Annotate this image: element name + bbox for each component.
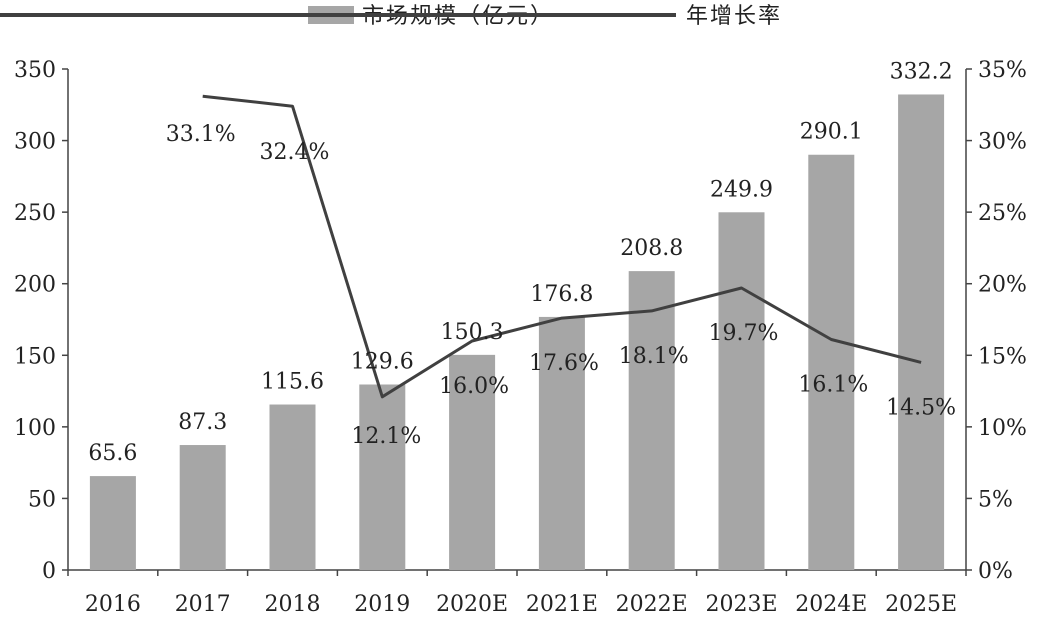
growth-rate-label: 32.4% bbox=[260, 140, 330, 165]
bar bbox=[449, 354, 496, 570]
bar-value-label: 176.8 bbox=[530, 282, 593, 307]
bar-series bbox=[89, 94, 945, 571]
right-tick-label: 25% bbox=[978, 201, 1027, 226]
right-tick-label: 20% bbox=[978, 273, 1027, 298]
bar-value-label: 208.8 bbox=[620, 236, 683, 261]
bar bbox=[89, 476, 136, 570]
x-tick-label: 2023E bbox=[705, 592, 777, 617]
bar-value-label: 129.6 bbox=[351, 349, 414, 374]
x-tick-label: 2018 bbox=[265, 592, 321, 617]
axes: 0 50 100 150 200 250 300 350 0% 5% 10% 15% 20% 25% 30%… bbox=[14, 58, 1027, 617]
growth-rate-label: 16.1% bbox=[798, 373, 868, 398]
right-tick-label: 5% bbox=[978, 487, 1013, 512]
x-tick-label: 2019 bbox=[354, 592, 410, 617]
growth-rate-label: 12.1% bbox=[351, 424, 421, 449]
x-tick-label: 2017 bbox=[175, 592, 231, 617]
left-tick-label: 50 bbox=[28, 487, 56, 512]
data-labels: 65.6 87.3 115.6 129.6 150.3 176.8 208.8 249.9 29… bbox=[88, 59, 956, 466]
bar-value-label: 87.3 bbox=[178, 410, 227, 435]
right-tick-label: 10% bbox=[978, 416, 1027, 441]
right-tick-label: 35% bbox=[978, 58, 1027, 83]
x-tick-label: 2022E bbox=[616, 592, 688, 617]
growth-rate-label: 33.1% bbox=[166, 122, 236, 147]
bar-value-label: 249.9 bbox=[710, 177, 773, 202]
line-series bbox=[202, 94, 922, 399]
growth-rate-label: 18.1% bbox=[619, 344, 689, 369]
growth-rate-label: 19.7% bbox=[709, 321, 779, 346]
right-tick-label: 0% bbox=[978, 559, 1013, 584]
left-tick-label: 150 bbox=[14, 344, 56, 369]
bar bbox=[898, 94, 945, 570]
left-tick-label: 350 bbox=[14, 58, 56, 83]
left-tick-label: 250 bbox=[14, 201, 56, 226]
right-tick-label: 15% bbox=[978, 344, 1027, 369]
growth-rate-label: 16.0% bbox=[439, 374, 509, 399]
bar-value-label: 65.6 bbox=[88, 441, 137, 466]
x-tick-label: 2025E bbox=[885, 592, 957, 617]
x-tick-label: 2016 bbox=[85, 592, 141, 617]
growth-rate-line bbox=[202, 94, 922, 399]
bar-value-label: 150.3 bbox=[441, 320, 504, 345]
x-tick-label: 2020E bbox=[436, 592, 508, 617]
bar bbox=[538, 316, 585, 570]
x-tick-label: 2021E bbox=[526, 592, 598, 617]
bar bbox=[359, 384, 406, 570]
growth-rate-label: 17.6% bbox=[529, 351, 599, 376]
bar-value-label: 115.6 bbox=[261, 370, 324, 395]
bar bbox=[808, 154, 855, 571]
bar bbox=[179, 445, 226, 570]
bar bbox=[628, 271, 675, 570]
legend-label-line: 年增长率 bbox=[686, 4, 782, 29]
right-tick-label: 30% bbox=[978, 130, 1027, 155]
bar-value-label: 290.1 bbox=[800, 120, 863, 145]
bar bbox=[718, 212, 765, 570]
x-tick-label: 2024E bbox=[795, 592, 867, 617]
left-tick-label: 300 bbox=[14, 130, 56, 155]
bar-value-label: 332.2 bbox=[890, 59, 953, 84]
legend: 市场规模（亿元） 年增长率 bbox=[0, 4, 782, 29]
growth-rate-label: 14.5% bbox=[886, 395, 956, 420]
left-tick-label: 0 bbox=[42, 559, 56, 584]
bar bbox=[269, 404, 316, 570]
left-tick-label: 200 bbox=[14, 273, 56, 298]
left-tick-label: 100 bbox=[14, 416, 56, 441]
